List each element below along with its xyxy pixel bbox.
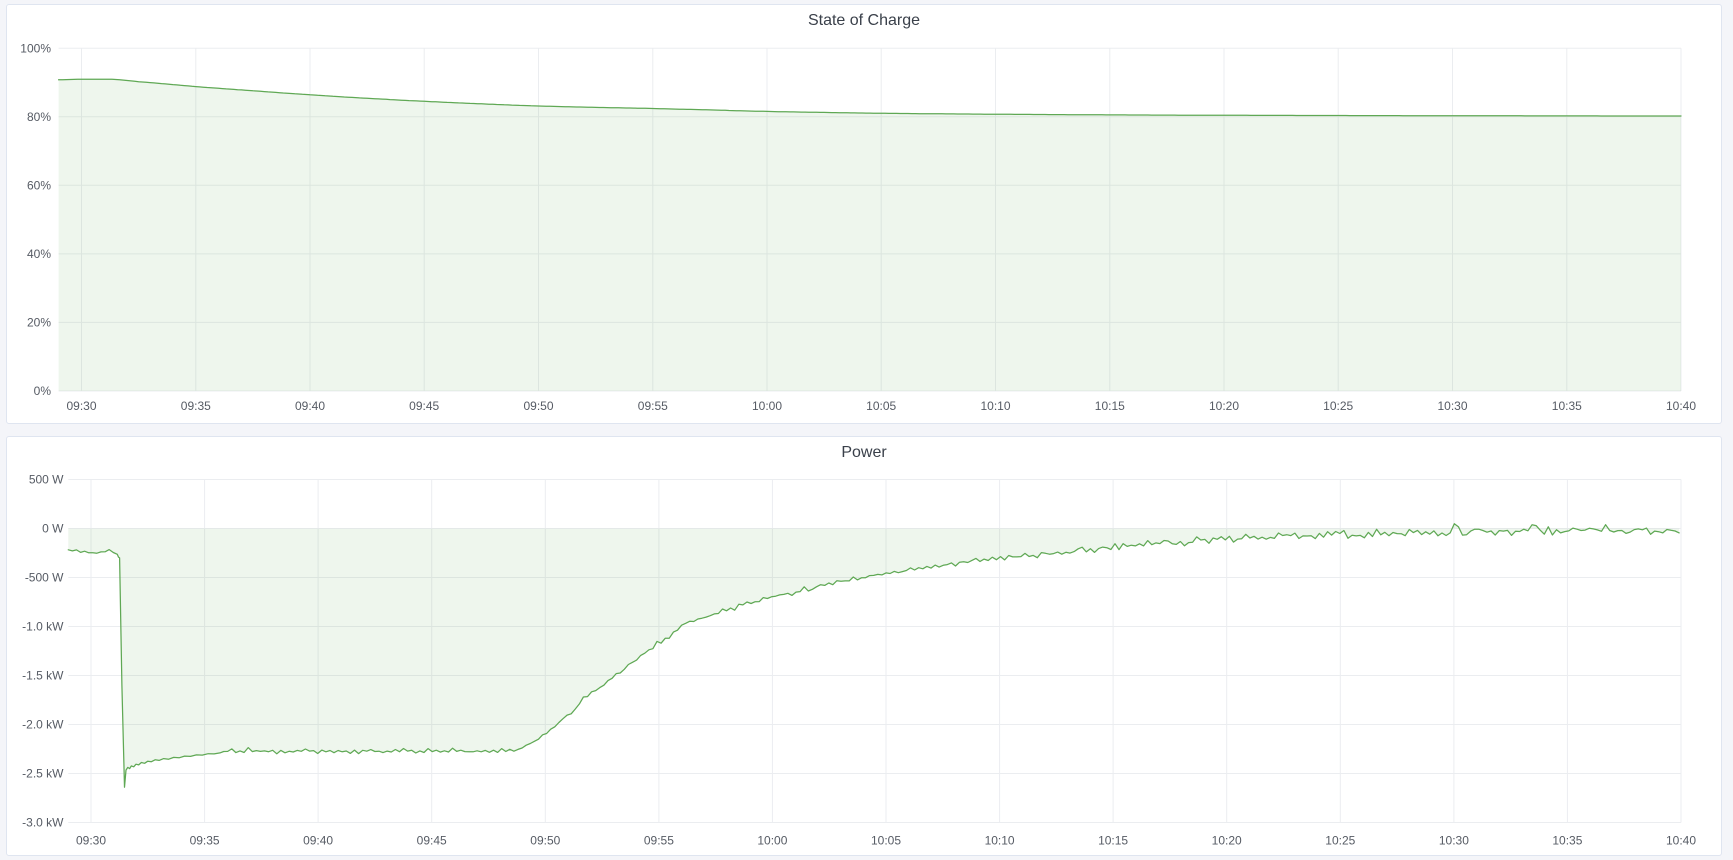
svg-text:09:55: 09:55 <box>644 834 674 848</box>
svg-text:500 W: 500 W <box>29 473 64 487</box>
svg-text:-1.0 kW: -1.0 kW <box>22 620 64 634</box>
svg-text:10:10: 10:10 <box>980 399 1010 413</box>
svg-text:10:25: 10:25 <box>1323 399 1353 413</box>
svg-text:10:35: 10:35 <box>1552 399 1582 413</box>
svg-text:10:20: 10:20 <box>1209 399 1239 413</box>
svg-text:09:50: 09:50 <box>523 399 553 413</box>
svg-text:0%: 0% <box>34 384 52 398</box>
svg-text:40%: 40% <box>27 247 51 261</box>
svg-text:09:45: 09:45 <box>409 399 439 413</box>
svg-text:09:35: 09:35 <box>181 399 211 413</box>
svg-text:09:35: 09:35 <box>190 834 220 848</box>
svg-text:100%: 100% <box>20 42 51 56</box>
svg-text:10:35: 10:35 <box>1552 834 1582 848</box>
svg-text:-1.5 kW: -1.5 kW <box>22 669 64 683</box>
svg-text:-3.0 kW: -3.0 kW <box>22 816 64 830</box>
svg-text:0 W: 0 W <box>42 522 64 536</box>
svg-text:09:40: 09:40 <box>295 399 325 413</box>
svg-text:10:25: 10:25 <box>1325 834 1355 848</box>
svg-text:10:40: 10:40 <box>1666 399 1696 413</box>
svg-text:10:20: 10:20 <box>1212 834 1242 848</box>
svg-text:10:30: 10:30 <box>1439 834 1469 848</box>
svg-text:09:50: 09:50 <box>530 834 560 848</box>
svg-text:10:05: 10:05 <box>866 399 896 413</box>
svg-text:09:40: 09:40 <box>303 834 333 848</box>
svg-text:-2.0 kW: -2.0 kW <box>22 718 64 732</box>
svg-text:20%: 20% <box>27 316 51 330</box>
svg-text:-2.5 kW: -2.5 kW <box>22 767 64 781</box>
svg-text:09:30: 09:30 <box>66 399 96 413</box>
svg-text:-500 W: -500 W <box>25 571 64 585</box>
svg-text:09:55: 09:55 <box>638 399 668 413</box>
svg-text:09:30: 09:30 <box>76 834 106 848</box>
svg-text:10:10: 10:10 <box>985 834 1015 848</box>
svg-text:60%: 60% <box>27 179 51 193</box>
svg-text:10:05: 10:05 <box>871 834 901 848</box>
svg-text:10:00: 10:00 <box>757 834 787 848</box>
svg-text:10:15: 10:15 <box>1098 834 1128 848</box>
svg-text:10:40: 10:40 <box>1666 834 1696 848</box>
svg-text:10:15: 10:15 <box>1095 399 1125 413</box>
svg-text:80%: 80% <box>27 110 51 124</box>
svg-text:09:45: 09:45 <box>417 834 447 848</box>
svg-text:10:00: 10:00 <box>752 399 782 413</box>
svg-text:10:30: 10:30 <box>1437 399 1467 413</box>
